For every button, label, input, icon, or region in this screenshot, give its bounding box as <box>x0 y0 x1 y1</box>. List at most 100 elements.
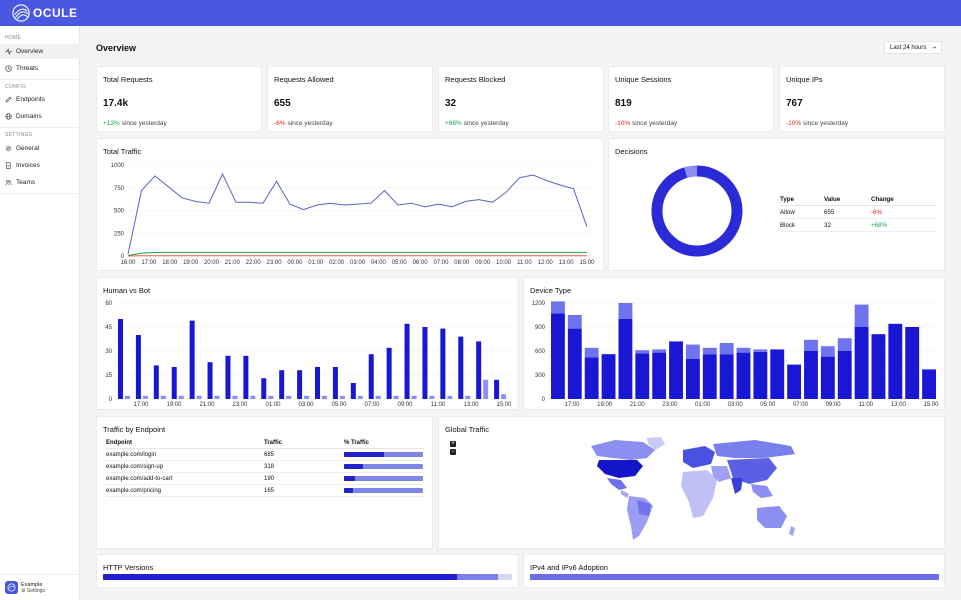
sidebar-item-endpoints[interactable]: Endpoints <box>0 92 80 107</box>
x-tick-label: 03:00 <box>350 260 366 266</box>
y-tick-label: 1000 <box>111 163 125 169</box>
x-tick-label: 19:00 <box>597 402 613 408</box>
map-region-middle-east[interactable] <box>711 466 731 482</box>
series-line <box>127 251 587 256</box>
map-region-europe[interactable] <box>683 446 715 468</box>
endpoint-cell: example.com/pricing <box>106 484 264 497</box>
device-bar-primary <box>820 356 835 399</box>
x-tick-label: 11:00 <box>517 260 532 266</box>
sidebar-item-overview[interactable]: Overview <box>0 44 80 59</box>
map-region-mexico[interactable] <box>607 478 627 490</box>
kpi-change: +68% <box>445 120 462 127</box>
table-cell: Allow <box>780 205 824 219</box>
device-bar-primary <box>669 341 683 399</box>
device-bar-secondary <box>551 301 565 314</box>
device-bar-primary <box>719 354 734 399</box>
clock-icon <box>5 65 12 72</box>
device-bar-primary <box>584 357 599 399</box>
zoom-in-button[interactable]: + <box>450 441 456 447</box>
x-tick-label: 09:00 <box>826 402 842 408</box>
logo-icon <box>12 4 30 22</box>
page-title: Overview <box>96 43 137 53</box>
bot-bar <box>465 395 471 399</box>
kpi-value: 32 <box>445 98 457 109</box>
sidebar-item-domains[interactable]: Domains <box>0 109 80 124</box>
x-tick-label: 17:00 <box>564 402 580 408</box>
map-region-canada[interactable] <box>591 440 655 460</box>
endpoint-cell: example.com/sign-up <box>106 460 264 473</box>
map-region-australia[interactable] <box>757 506 787 528</box>
table-header: Value <box>824 194 871 206</box>
bot-bar <box>250 395 256 399</box>
x-tick-label: 05:00 <box>392 260 408 266</box>
map-region-india[interactable] <box>731 478 743 494</box>
device-bar-primary <box>854 327 869 399</box>
endpoint-cell: example.com/add-to-cart <box>106 472 264 485</box>
x-tick-label: 01:00 <box>308 260 324 266</box>
sidebar-section-home: HOME <box>5 35 22 41</box>
human-bar <box>135 335 141 399</box>
sidebar-item-invoices[interactable]: Invoices <box>0 158 80 173</box>
kpi-change: +13% <box>103 120 120 127</box>
device-bar-secondary <box>702 347 717 355</box>
sidebar-item-label: General <box>16 145 40 152</box>
kpi-value: 819 <box>615 98 632 109</box>
map-region-russia[interactable] <box>713 440 795 458</box>
device-bar-primary <box>837 351 852 399</box>
human-bar <box>315 367 320 399</box>
map-region-brazil[interactable] <box>637 500 651 516</box>
bot-bar <box>393 395 399 399</box>
human-bar <box>225 355 231 399</box>
card-title: Total Traffic <box>103 147 142 156</box>
zoom-out-button[interactable]: − <box>450 449 456 455</box>
device-bar-primary <box>601 354 616 399</box>
human-bar <box>243 355 249 399</box>
people-icon <box>5 179 12 186</box>
table-row[interactable]: example.com/add-to-cart 190 <box>106 472 424 485</box>
brand-logo[interactable]: OCULE <box>12 4 78 22</box>
sidebar-item-general[interactable]: General <box>0 141 80 156</box>
human-bar <box>332 367 338 399</box>
map-region-africa[interactable] <box>681 470 717 518</box>
document-icon <box>6 162 11 169</box>
map-region-new-zealand[interactable] <box>789 526 795 536</box>
kpi-title: Unique IPs <box>786 75 823 84</box>
ip-versions-card: IPv4 and IPv6 Adoption <box>523 554 945 588</box>
map-region-central-america[interactable] <box>621 490 629 498</box>
y-tick-label: 900 <box>535 325 546 331</box>
x-tick-label: 19:00 <box>183 260 199 266</box>
sidebar-footer[interactable]: Example ⚙ Settings <box>0 574 80 600</box>
bot-bar <box>160 395 166 399</box>
kpi-delta-suffix: since yesterday <box>463 120 509 127</box>
bot-bar <box>483 379 489 399</box>
bot-bar <box>268 395 274 399</box>
y-tick-label: 60 <box>105 301 112 307</box>
map-region-southeast-asia[interactable] <box>751 484 773 498</box>
time-range-select[interactable]: Last 24 hours <box>884 41 942 54</box>
map-region-usa[interactable] <box>597 460 643 478</box>
table-header: % Traffic <box>344 438 424 449</box>
world-map[interactable] <box>585 436 805 544</box>
settings-link[interactable]: ⚙ Settings <box>21 587 45 594</box>
table-row[interactable]: example.com/login 685 <box>106 448 424 461</box>
kpi-value: 17.4k <box>103 98 129 109</box>
sidebar-item-threats[interactable]: Threats <box>0 61 80 76</box>
map-region-asia[interactable] <box>727 458 777 484</box>
kpi-change: -10% <box>786 120 802 127</box>
table-row[interactable]: example.com/sign-up 318 <box>106 460 424 473</box>
map-region-greenland[interactable] <box>647 437 665 450</box>
human-bar <box>404 323 410 399</box>
table-row[interactable]: example.com/pricing 165 <box>106 484 424 497</box>
device-bar-primary <box>871 334 886 399</box>
x-tick-label: 21:00 <box>225 260 241 266</box>
kpi-change: -6% <box>274 120 286 127</box>
endpoint-cell: example.com/login <box>106 448 264 461</box>
device-bar-secondary <box>584 347 599 358</box>
chevron-down-icon <box>933 46 937 49</box>
sidebar-item-label: Invoices <box>16 162 40 169</box>
x-tick-label: 13:00 <box>559 260 575 266</box>
sidebar-item-teams[interactable]: Teams <box>0 175 80 190</box>
table-cell: 32 <box>824 218 871 232</box>
bot-bar <box>304 395 310 399</box>
card-title: Decisions <box>615 147 648 156</box>
